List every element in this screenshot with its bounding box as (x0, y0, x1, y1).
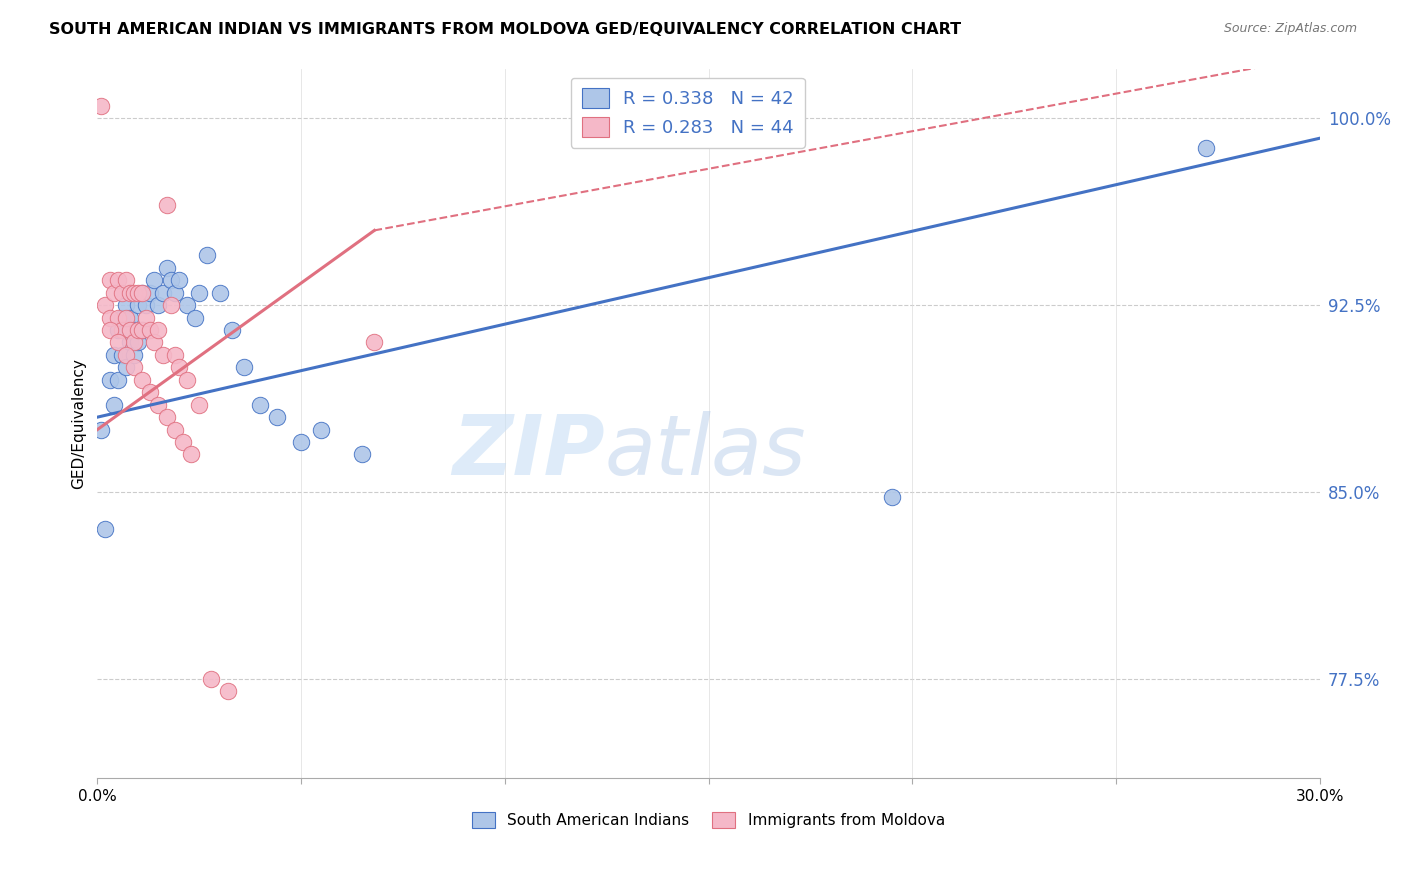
Text: ZIP: ZIP (451, 411, 605, 492)
Legend: South American Indians, Immigrants from Moldova: South American Indians, Immigrants from … (467, 806, 950, 834)
Point (111, 285, 134, 300)
Point (90, 423, 112, 437)
Point (131, 373, 153, 387)
Point (188, 285, 211, 300)
Point (115, 273, 138, 287)
Point (152, 348, 174, 362)
Point (98, 310, 121, 325)
Point (156, 260, 179, 275)
Point (159, 273, 181, 287)
Point (176, 373, 198, 387)
Point (127, 285, 149, 300)
Point (148, 398, 170, 412)
Point (127, 335, 149, 350)
Point (115, 348, 138, 362)
Point (135, 310, 157, 325)
Point (221, 323, 243, 337)
Point (208, 285, 231, 300)
Point (107, 310, 129, 325)
Point (122, 348, 145, 362)
Point (180, 448, 202, 462)
Point (148, 323, 170, 337)
Point (122, 323, 145, 337)
Point (363, 335, 385, 350)
Point (94, 298, 117, 312)
Point (127, 298, 149, 312)
Point (111, 323, 134, 337)
Point (118, 323, 141, 337)
Point (156, 198, 179, 212)
Point (94, 522, 117, 536)
Point (163, 348, 186, 362)
Point (233, 360, 256, 375)
Point (188, 398, 211, 412)
Point (159, 298, 181, 312)
Text: Source: ZipAtlas.com: Source: ZipAtlas.com (1223, 22, 1357, 36)
Y-axis label: GED/Equivalency: GED/Equivalency (72, 358, 86, 489)
Point (131, 285, 153, 300)
Point (880, 490, 903, 504)
Point (122, 360, 145, 375)
Point (176, 298, 198, 312)
Point (167, 360, 190, 375)
Point (118, 310, 141, 325)
Point (352, 448, 374, 462)
Point (249, 398, 271, 412)
Point (118, 285, 141, 300)
Point (139, 323, 162, 337)
Point (163, 423, 186, 437)
Point (139, 285, 162, 300)
Point (167, 273, 190, 287)
Point (103, 398, 125, 412)
Point (139, 385, 162, 400)
Point (103, 285, 125, 300)
Point (115, 360, 138, 375)
Point (135, 298, 157, 312)
Point (143, 273, 166, 287)
Point (122, 335, 145, 350)
Point (148, 298, 170, 312)
Point (290, 435, 312, 450)
Point (118, 335, 141, 350)
Point (152, 285, 174, 300)
Point (200, 672, 222, 686)
Point (195, 248, 218, 262)
Point (122, 285, 145, 300)
Point (111, 310, 134, 325)
Point (163, 285, 186, 300)
Point (131, 323, 153, 337)
Point (107, 273, 129, 287)
Point (115, 298, 138, 312)
Point (156, 410, 179, 425)
Point (107, 335, 129, 350)
Point (103, 348, 125, 362)
Point (90, 99, 112, 113)
Point (111, 348, 134, 362)
Point (107, 373, 129, 387)
Point (311, 423, 333, 437)
Point (98, 373, 121, 387)
Point (107, 323, 129, 337)
Point (266, 410, 288, 425)
Point (143, 335, 166, 350)
Point (184, 310, 207, 325)
Point (172, 435, 194, 450)
Point (1194, 141, 1216, 155)
Point (115, 310, 138, 325)
Text: SOUTH AMERICAN INDIAN VS IMMIGRANTS FROM MOLDOVA GED/EQUIVALENCY CORRELATION CHA: SOUTH AMERICAN INDIAN VS IMMIGRANTS FROM… (49, 22, 962, 37)
Point (131, 285, 153, 300)
Point (127, 323, 149, 337)
Text: atlas: atlas (605, 411, 806, 492)
Point (217, 684, 239, 698)
Point (98, 323, 121, 337)
Point (98, 273, 121, 287)
Point (131, 323, 153, 337)
